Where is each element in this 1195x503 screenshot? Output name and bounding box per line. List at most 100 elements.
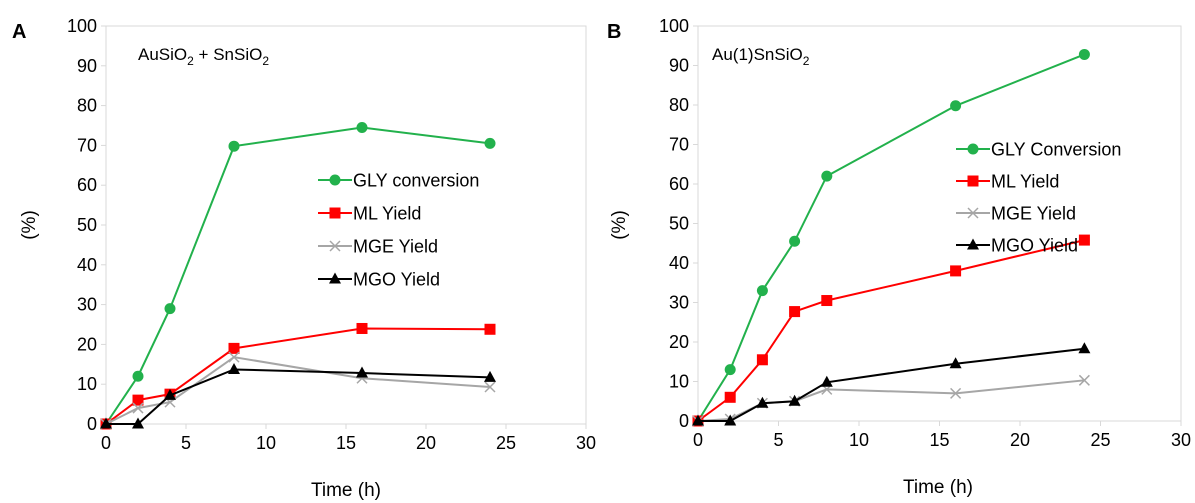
y-tick-label: 30 — [77, 295, 97, 315]
data-point — [950, 265, 962, 277]
plot-area-b — [697, 25, 1182, 422]
data-point — [1078, 234, 1090, 246]
series-triangle-a — [100, 362, 496, 429]
legend-label: MGO Yield — [353, 270, 440, 290]
legend-item: ML Yield — [956, 172, 1059, 192]
legend-label: MGE Yield — [353, 237, 438, 257]
data-point — [356, 366, 368, 378]
legend-item: MGE Yield — [318, 237, 438, 257]
series-x-a — [100, 351, 496, 430]
chart-title-b: Au(1)SnSiO2 — [712, 45, 810, 68]
data-point — [132, 402, 144, 414]
x-tick-label: 5 — [773, 430, 783, 450]
y-tick-label: 20 — [669, 332, 689, 352]
legend-swatch-marker — [329, 207, 341, 219]
legend-swatch-marker — [329, 174, 341, 186]
legend-item: GLY Conversion — [956, 140, 1121, 160]
y-tick-label: 100 — [659, 16, 689, 36]
chart-a: A AuSiO2 + SnSiO2 (%) Time (h) 0 10 20 30 40… — [12, 16, 596, 501]
legend-item: MGO Yield — [956, 236, 1078, 256]
legend-swatch-marker — [329, 272, 341, 284]
data-point — [132, 394, 144, 406]
x-tick-label: 15 — [336, 433, 356, 453]
y-tick-label: 90 — [669, 56, 689, 76]
legend-a: GLY conversion ML Yield MGE Yield MGO Yield — [318, 171, 479, 290]
x-axis-label-b: Time (h) — [903, 477, 973, 498]
chart-title-a: AuSiO2 + SnSiO2 — [138, 45, 269, 68]
y-tick-label: 10 — [77, 374, 97, 394]
data-point — [949, 357, 962, 369]
series-line — [697, 239, 1085, 422]
series-square-b — [692, 234, 1090, 427]
y-tick-label: 70 — [77, 135, 97, 155]
legend-label: MGO Yield — [991, 236, 1078, 256]
x-tick-label: 5 — [181, 433, 191, 453]
y-tick-label: 50 — [77, 215, 97, 235]
legend-item: MGO Yield — [318, 270, 440, 290]
legend-label: ML Yield — [353, 204, 421, 224]
y-tick-label: 10 — [669, 372, 689, 392]
legend-b: GLY Conversion ML Yield MGE Yield MGO Yield — [956, 140, 1121, 256]
data-point — [1078, 374, 1090, 386]
x-tick-label: 20 — [416, 433, 436, 453]
data-point — [228, 140, 240, 152]
y-axis-label-b: (%) — [609, 210, 630, 240]
data-point — [724, 391, 736, 403]
legend-label: GLY Conversion — [991, 140, 1121, 160]
legend-swatch-marker — [967, 238, 979, 250]
chart-b: B Au(1)SnSiO2 (%) Time (h) 0102030405060… — [607, 16, 1191, 498]
data-point — [164, 388, 176, 400]
data-point — [789, 235, 801, 247]
y-tick-label: 90 — [77, 56, 97, 76]
x-tick-label: 15 — [929, 430, 949, 450]
y-tick-label: 60 — [77, 175, 97, 195]
data-point — [484, 137, 496, 149]
x-axis-label-a: Time (h) — [311, 480, 381, 501]
x-tick-label: 25 — [1090, 430, 1110, 450]
x-tick-label: 10 — [256, 433, 276, 453]
axes-a: 0 10 20 30 40 50 60 70 80 90 100 0 5 10 15 20 25 30 — [67, 16, 596, 453]
data-point — [484, 370, 496, 382]
data-point — [228, 362, 240, 374]
legend-item: MGE Yield — [956, 204, 1076, 224]
axes-b: 0 10 20 30 40 50 60 70 80 90 100 0 5 10 15 20 25 30 — [659, 16, 1191, 450]
series-line — [105, 126, 491, 425]
y-tick-label: 100 — [67, 16, 97, 36]
y-tick-label: 30 — [669, 293, 689, 313]
y-axis-label-a: (%) — [19, 210, 40, 240]
x-tick-label: 0 — [101, 433, 111, 453]
data-point — [164, 303, 176, 315]
series-x-b — [692, 374, 1090, 427]
data-point — [484, 381, 496, 393]
data-point — [132, 417, 144, 429]
plot-area-a — [105, 25, 587, 425]
data-point — [820, 375, 833, 387]
y-tick-label: 50 — [669, 214, 689, 234]
data-point — [756, 285, 768, 297]
data-point — [950, 387, 962, 399]
y-tick-label: 70 — [669, 135, 689, 155]
legend-item: GLY conversion — [318, 171, 479, 191]
data-point — [484, 323, 496, 335]
x-tick-label: 10 — [849, 430, 869, 450]
legend-swatch-marker — [967, 143, 979, 155]
x-tick-label: 30 — [1171, 430, 1191, 450]
legend-swatch-marker — [967, 175, 979, 187]
series-group-b — [692, 48, 1091, 427]
y-tick-label: 40 — [77, 255, 97, 275]
data-point — [756, 354, 768, 366]
legend-item: ML Yield — [318, 204, 421, 224]
data-point — [1078, 48, 1090, 60]
x-tick-label: 30 — [576, 433, 596, 453]
x-tick-label: 20 — [1010, 430, 1030, 450]
y-tick-label: 40 — [669, 253, 689, 273]
data-point — [821, 295, 833, 307]
legend-label: GLY conversion — [353, 171, 479, 191]
panel-label-b: B — [607, 21, 621, 43]
data-point — [228, 342, 240, 354]
legend-label: ML Yield — [991, 172, 1059, 192]
data-point — [356, 322, 368, 334]
series-group-a — [100, 121, 496, 430]
